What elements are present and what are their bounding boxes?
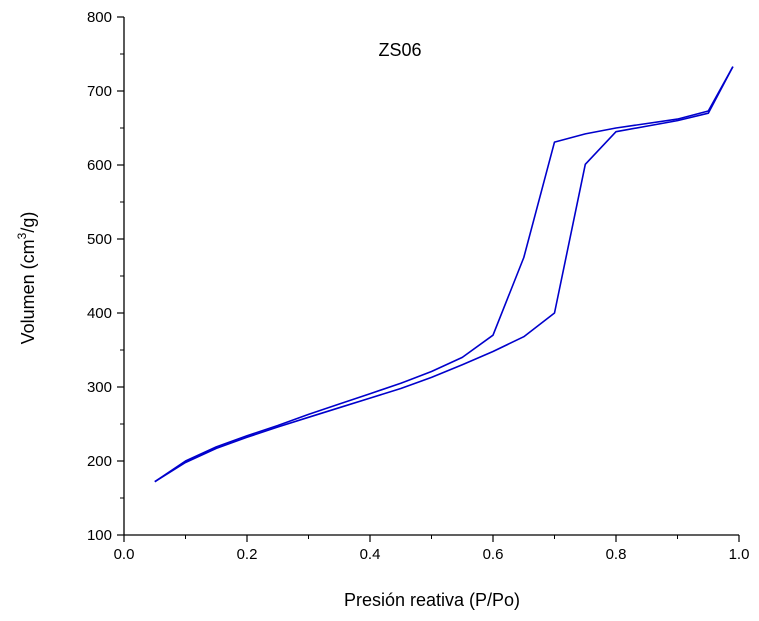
y-tick-label: 600	[87, 157, 112, 174]
y-axis-title-tail: /g)	[18, 212, 38, 233]
series-line-1	[154, 66, 734, 483]
y-axis-title-main: Volumen (cm	[18, 239, 38, 344]
labels-layer: ZS06 Presión reativa (P/Po) Volumen (cm3…	[15, 40, 520, 610]
y-axis-title: Volumen (cm3/g)	[15, 212, 38, 345]
series-layer	[154, 66, 734, 483]
x-tick-label: 1.0	[729, 546, 750, 563]
x-tick-label: 0.8	[606, 546, 627, 563]
x-tick-label: 0.6	[483, 546, 504, 563]
x-tick-label: 0.0	[114, 546, 135, 563]
chart-title: ZS06	[378, 40, 421, 60]
y-tick-label: 800	[87, 9, 112, 26]
y-tick-label: 300	[87, 379, 112, 396]
series-line-2	[154, 66, 734, 483]
axes: 0.0 0.2 0.4 0.6 0.8 1.0 100 200 300 400 500 600 700 8…	[87, 9, 749, 563]
y-tick-label: 700	[87, 83, 112, 100]
y-tick-label: 100	[87, 527, 112, 544]
y-tick-label: 400	[87, 305, 112, 322]
x-tick-label: 0.4	[360, 546, 381, 563]
x-tick-label: 0.2	[237, 546, 258, 563]
y-axis-title-sup: 3	[15, 232, 29, 239]
x-axis-title: Presión reativa (P/Po)	[344, 590, 520, 610]
y-tick-label: 200	[87, 453, 112, 470]
y-tick-label: 500	[87, 231, 112, 248]
